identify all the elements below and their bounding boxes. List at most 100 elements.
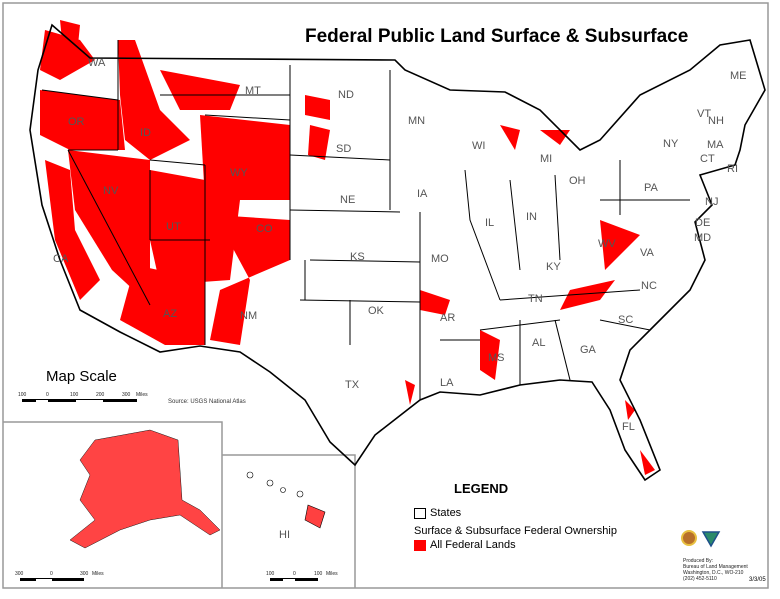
scale-tick: 300 — [15, 571, 24, 577]
state-label-sd: SD — [336, 143, 351, 155]
state-label-ks: KS — [350, 251, 365, 263]
state-border — [41, 89, 119, 101]
scale-tick: 100 — [266, 571, 275, 577]
doi-seal-icon — [681, 530, 697, 546]
map-frame — [2, 2, 769, 589]
state-label-in: IN — [526, 211, 537, 223]
state-label-ut: UT — [166, 221, 181, 233]
federal-land-area — [45, 160, 100, 300]
state-border — [464, 169, 501, 301]
state-label-md: MD — [694, 232, 711, 244]
state-label-tn: TN — [528, 293, 543, 305]
state-label-wa: WA — [88, 57, 106, 69]
state-label-al: AL — [532, 337, 545, 349]
map-scale-bar: 100 0 100 200 300 Miles — [18, 392, 148, 402]
credit-line: Bureau of Land Management — [683, 564, 748, 570]
blm-logo-icon — [701, 531, 721, 548]
state-border — [509, 179, 521, 271]
federal-land-area — [540, 130, 570, 145]
us-outline — [29, 23, 766, 482]
state-label-pa: PA — [644, 182, 659, 194]
state-label-ri: RI — [727, 163, 738, 175]
state-border — [299, 299, 421, 303]
state-label-il: IL — [485, 217, 494, 229]
state-label-sc: SC — [618, 314, 633, 326]
state-borders — [41, 40, 690, 400]
federal-land-area — [200, 115, 290, 200]
federal-land-area — [60, 20, 80, 45]
federal-land-area — [420, 290, 450, 315]
scale-tick: 100 — [18, 392, 27, 398]
state-border — [67, 149, 151, 306]
state-label-oh: OH — [569, 175, 586, 187]
state-label-de: DE — [695, 217, 710, 229]
state-label-mn: MN — [408, 115, 425, 127]
map-date: 3/3/05 — [749, 577, 766, 583]
state-label-va: VA — [640, 247, 655, 259]
source-note: Source: USGS National Atlas — [168, 399, 246, 405]
scale-tick: 0 — [293, 571, 296, 577]
state-label-ca: CA — [53, 253, 69, 265]
scale-tick: 100 — [70, 392, 79, 398]
federal-land-area — [150, 170, 240, 285]
state-label-nv: NV — [103, 185, 119, 197]
federal-land-area — [40, 30, 95, 80]
federal-lands-swatch — [414, 539, 426, 551]
state-label-ms: MS — [488, 352, 505, 364]
state-border — [554, 174, 561, 261]
state-label-or: OR — [68, 116, 85, 128]
scale-tick: 0 — [50, 571, 53, 577]
state-label-nc: NC — [641, 280, 657, 292]
legend-title: LEGEND — [454, 481, 509, 496]
hawaii-islands — [246, 471, 326, 529]
scale-tick: 0 — [46, 392, 49, 398]
state-label-wv: WV — [598, 238, 616, 250]
federal-lands-layer — [40, 20, 655, 475]
map-scale-title: Map Scale — [46, 368, 117, 385]
state-label-wi: WI — [472, 140, 485, 152]
state-label-tx: TX — [345, 379, 360, 391]
state-label-mi: MI — [540, 153, 552, 165]
federal-land-area — [40, 90, 125, 150]
credit-line: Produced By: — [683, 558, 714, 564]
state-border — [289, 209, 401, 213]
state-label-mo: MO — [431, 253, 449, 265]
state-border — [499, 289, 641, 301]
state-label-nm: NM — [240, 310, 257, 322]
state-label-ia: IA — [417, 188, 428, 200]
state-label-ny: NY — [663, 138, 679, 150]
state-label-la: LA — [440, 377, 454, 389]
logos — [681, 530, 721, 548]
state-label-ar: AR — [440, 312, 455, 324]
scale-unit: Miles — [326, 571, 338, 577]
state-label-wy: WY — [230, 167, 248, 179]
legend-item-states: States — [414, 507, 461, 519]
hawaii-scale-bar: 100 0 100 Miles — [266, 571, 338, 581]
state-label-hi: HI — [279, 529, 290, 541]
federal-land-area — [308, 125, 330, 160]
state-label-me: ME — [730, 70, 747, 82]
state-border — [309, 259, 421, 263]
federal-land-area — [210, 215, 290, 345]
federal-land-area — [600, 220, 640, 270]
federal-land-area — [120, 265, 205, 345]
federal-land-area — [500, 125, 520, 150]
federal-land-area — [305, 95, 330, 120]
state-label-ok: OK — [368, 305, 385, 317]
state-label-nd: ND — [338, 89, 354, 101]
state-label-ky: KY — [546, 261, 561, 273]
scale-unit: Miles — [92, 571, 104, 577]
federal-land-area — [405, 380, 415, 405]
state-border — [554, 319, 571, 381]
federal-land-area — [640, 450, 655, 475]
state-label-mt: MT — [245, 85, 261, 97]
federal-land-area — [160, 70, 240, 110]
state-label-ct: CT — [700, 153, 715, 165]
federal-land-area — [118, 40, 190, 160]
state-border — [204, 114, 291, 121]
federal-land-area — [480, 330, 500, 380]
scale-tick: 100 — [314, 571, 323, 577]
state-label-nh: NH — [708, 115, 724, 127]
